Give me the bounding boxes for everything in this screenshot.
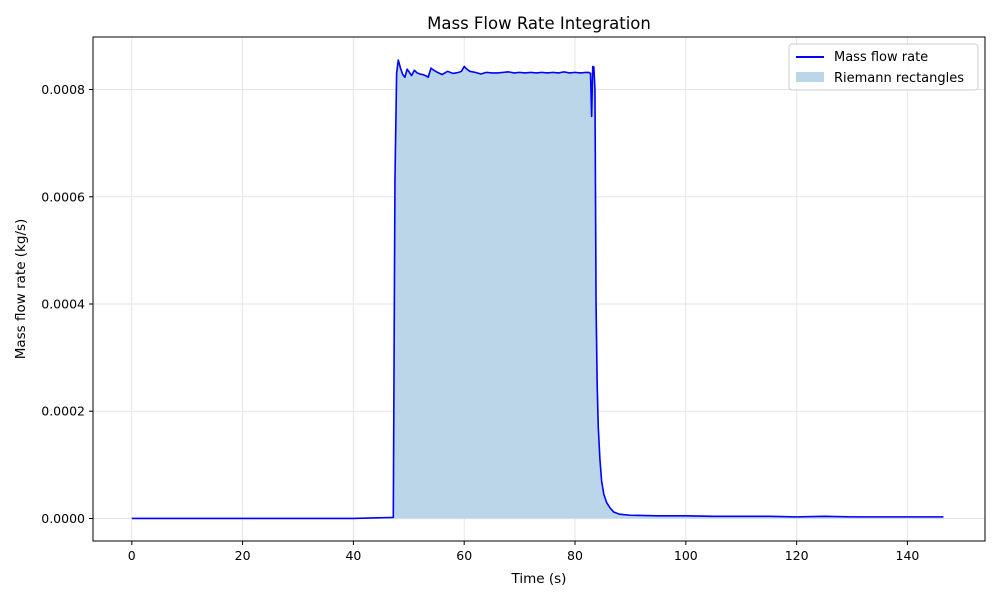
legend-label-riemann-rectangles: Riemann rectangles	[834, 71, 964, 86]
x-tick-label: 0	[128, 548, 136, 563]
legend-box	[788, 43, 979, 91]
x-tick-label: 140	[896, 548, 920, 563]
legend-label-mass-flow-rate: Mass flow rate	[834, 50, 928, 65]
x-tick-label: 80	[567, 548, 583, 563]
y-axis-label: Mass flow rate (kg/s)	[13, 219, 29, 360]
mass-flow-line-layer	[131, 59, 944, 520]
ticks: 0 20 40 60 80 100 120 140 0.0000 0.0002 0.0004 0.00…	[41, 82, 919, 563]
riemann-area-layer	[131, 60, 944, 519]
chart-title: Mass Flow Rate Integration	[427, 14, 651, 33]
x-tick-label: 120	[785, 548, 809, 563]
x-tick-label: 100	[674, 548, 698, 563]
y-tick-label: 0.0006	[41, 189, 85, 204]
mass-flow-rate-line	[131, 59, 944, 520]
y-tick-label: 0.0008	[41, 82, 85, 97]
x-tick-label: 40	[345, 548, 361, 563]
legend-swatch-riemann-rectangles	[796, 72, 824, 82]
x-axis-label: Time (s)	[511, 571, 567, 587]
y-tick-label: 0.0002	[41, 404, 85, 419]
x-tick-label: 60	[456, 548, 472, 563]
plot-frame	[92, 36, 986, 542]
x-tick-label: 20	[235, 548, 251, 563]
y-tick-label: 0.0004	[41, 297, 85, 312]
riemann-rectangles-area	[131, 60, 944, 519]
y-tick-label: 0.0000	[41, 511, 85, 526]
legend: Mass flow rate Riemann rectangles	[788, 43, 979, 91]
